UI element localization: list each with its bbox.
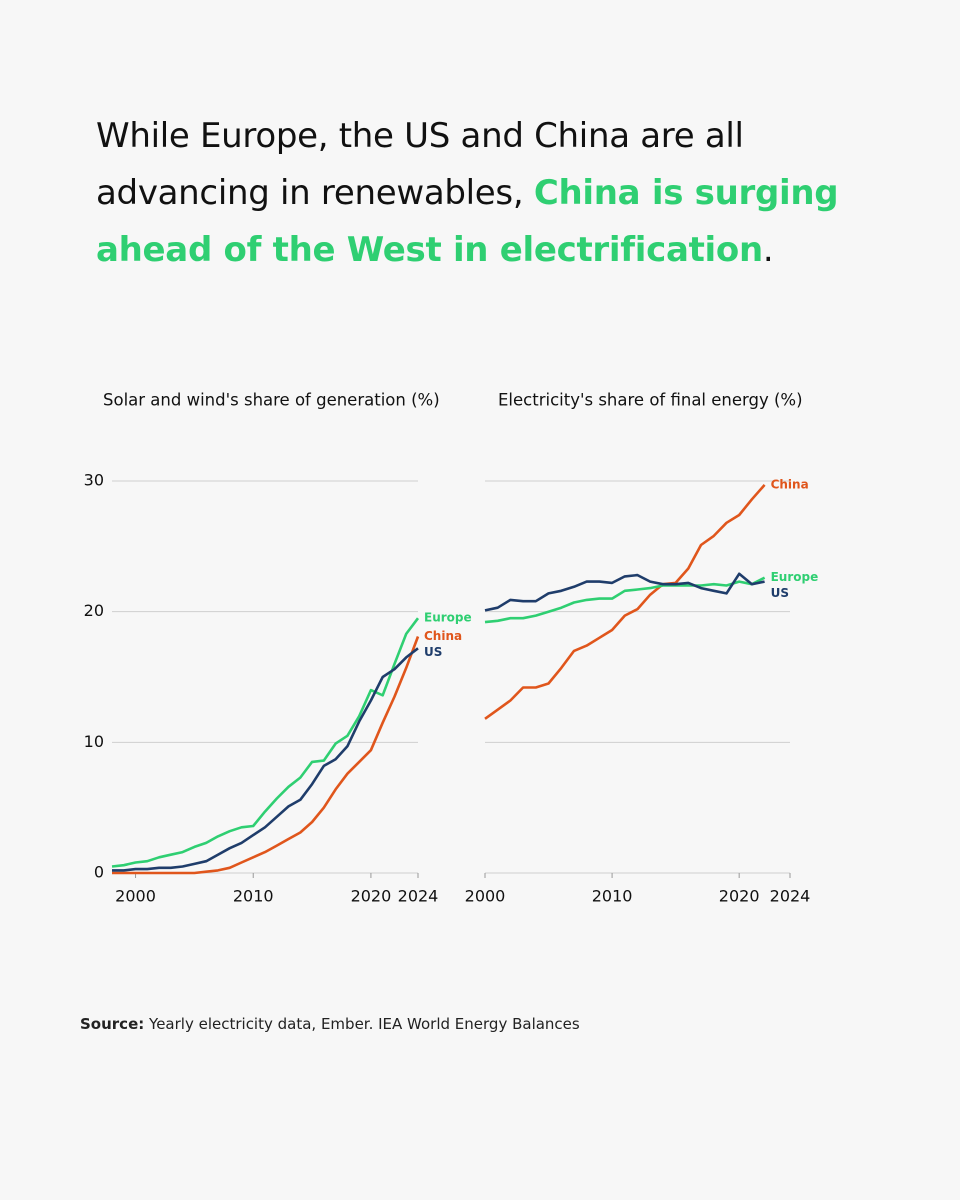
- x-tick-label: 2024: [770, 887, 811, 906]
- legend-label: China: [424, 629, 462, 643]
- series-line: [484, 572, 765, 612]
- y-tick-label: 10: [84, 732, 104, 751]
- headline-end: .: [762, 230, 774, 270]
- x-tick-label: 2010: [592, 887, 633, 906]
- series-line: [112, 636, 420, 875]
- series-line: [484, 484, 766, 720]
- source: Source: Yearly electricity data, Ember. …: [80, 1015, 580, 1033]
- x-tick-label: 2024: [398, 887, 439, 906]
- source-text: Yearly electricity data, Ember. IEA Worl…: [149, 1015, 580, 1033]
- x-tick-label: 2020: [351, 887, 392, 906]
- legend-label: US: [424, 645, 442, 659]
- x-tick-label: 2000: [465, 887, 506, 906]
- y-tick-label: 30: [84, 471, 104, 490]
- series-line: [111, 617, 420, 868]
- series-line: [112, 647, 419, 872]
- legend-label: Europe: [771, 570, 819, 584]
- source-label: Source:: [80, 1015, 145, 1033]
- chart-title: Electricity's share of final energy (%): [498, 391, 803, 410]
- legend-label: Europe: [424, 611, 472, 625]
- x-tick-label: 2000: [115, 887, 156, 906]
- chart-title: Solar and wind's share of generation (%): [103, 391, 440, 410]
- y-tick-label: 0: [94, 863, 104, 882]
- headline-highlight: China is surging ahead of the West in el…: [96, 173, 839, 270]
- legend-label: China: [771, 477, 809, 491]
- x-tick-label: 2010: [233, 887, 274, 906]
- headline-text: While Europe, the US and China are all a…: [96, 116, 744, 213]
- charts: Solar and wind's share of generation (%)…: [84, 391, 819, 906]
- y-tick-label: 20: [84, 601, 104, 620]
- headline: While Europe, the US and China are all a…: [96, 108, 886, 279]
- legend-label: US: [771, 586, 789, 600]
- x-tick-label: 2020: [719, 887, 760, 906]
- series-line: [484, 576, 766, 624]
